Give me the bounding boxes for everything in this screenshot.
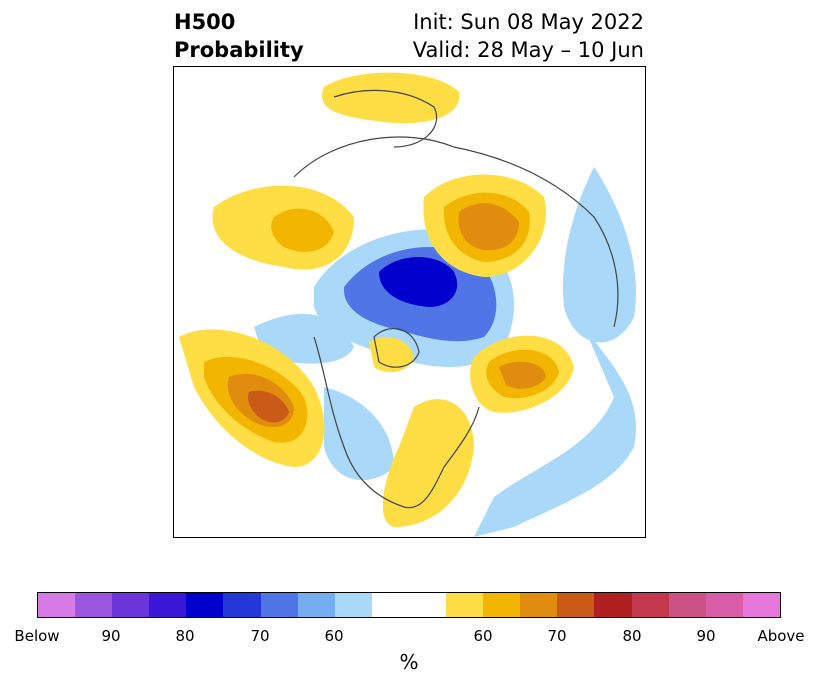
colorbar-segment	[668, 593, 706, 617]
below-60-region-atlantic	[474, 327, 636, 537]
colorbar-tick-label: Above	[757, 627, 805, 645]
colorbar-tick-label: Below	[14, 627, 60, 645]
colorbar-segment	[557, 593, 595, 617]
above-75-region-pacific	[248, 390, 289, 423]
above-70-region-siberia	[458, 203, 519, 251]
colorbar-tick-label: 60	[324, 627, 344, 645]
colorbar-segment	[260, 593, 298, 617]
colorbar-segment	[112, 593, 150, 617]
colorbar-segment	[742, 593, 780, 617]
colorbar-tick-label: 70	[547, 627, 567, 645]
above-60-region-eastern-us	[382, 399, 474, 527]
map-title-left: H500 Probability	[174, 8, 304, 64]
coastline-scandinavia	[333, 89, 438, 148]
probability-map	[173, 66, 646, 538]
colorbar-segment	[408, 593, 447, 617]
map-svg	[179, 72, 636, 537]
above-70-region-atlantic	[499, 361, 546, 389]
title-variable: H500	[174, 10, 236, 34]
colorbar-segment	[594, 593, 632, 617]
above-65-region-east-asia	[271, 208, 334, 252]
coastlines	[293, 89, 619, 509]
colorbar-segment	[371, 593, 409, 617]
colorbar-segment	[334, 593, 372, 617]
colorbar-segment	[223, 593, 261, 617]
colorbar-segment	[483, 593, 521, 617]
coastline-eurasia	[293, 136, 619, 328]
probability-colorbar	[37, 592, 781, 618]
below-60-region-east	[563, 167, 636, 343]
colorbar-segment	[297, 593, 335, 617]
colorbar-segment	[75, 593, 113, 617]
colorbar-tick-label: 90	[101, 627, 121, 645]
coastline-north-america	[313, 336, 480, 509]
colorbar-segment	[631, 593, 669, 617]
colorbar-tick-label: 60	[473, 627, 493, 645]
below-60-region-north-america	[324, 387, 394, 481]
colorbar-segment	[186, 593, 224, 617]
above-60-region-scandinavia	[322, 72, 460, 124]
title-type: Probability	[174, 38, 304, 62]
map-title-right: Init: Sun 08 May 2022 Valid: 28 May – 10…	[413, 8, 644, 64]
colorbar-unit: %	[399, 650, 419, 674]
below-80-region-arctic	[379, 257, 458, 307]
colorbar-tick-label: 90	[696, 627, 716, 645]
colorbar-segment	[149, 593, 187, 617]
colorbar-segment	[38, 593, 76, 617]
valid-period: Valid: 28 May – 10 Jun	[412, 38, 644, 62]
colorbar-segment	[705, 593, 743, 617]
init-date: Init: Sun 08 May 2022	[413, 10, 644, 34]
colorbar-segment	[446, 593, 484, 617]
coastline-greenland	[373, 328, 420, 368]
colorbar-tick-label: 70	[250, 627, 270, 645]
colorbar-tick-label: 80	[622, 627, 642, 645]
colorbar-segment	[520, 593, 558, 617]
colorbar-tick-label: 80	[175, 627, 195, 645]
